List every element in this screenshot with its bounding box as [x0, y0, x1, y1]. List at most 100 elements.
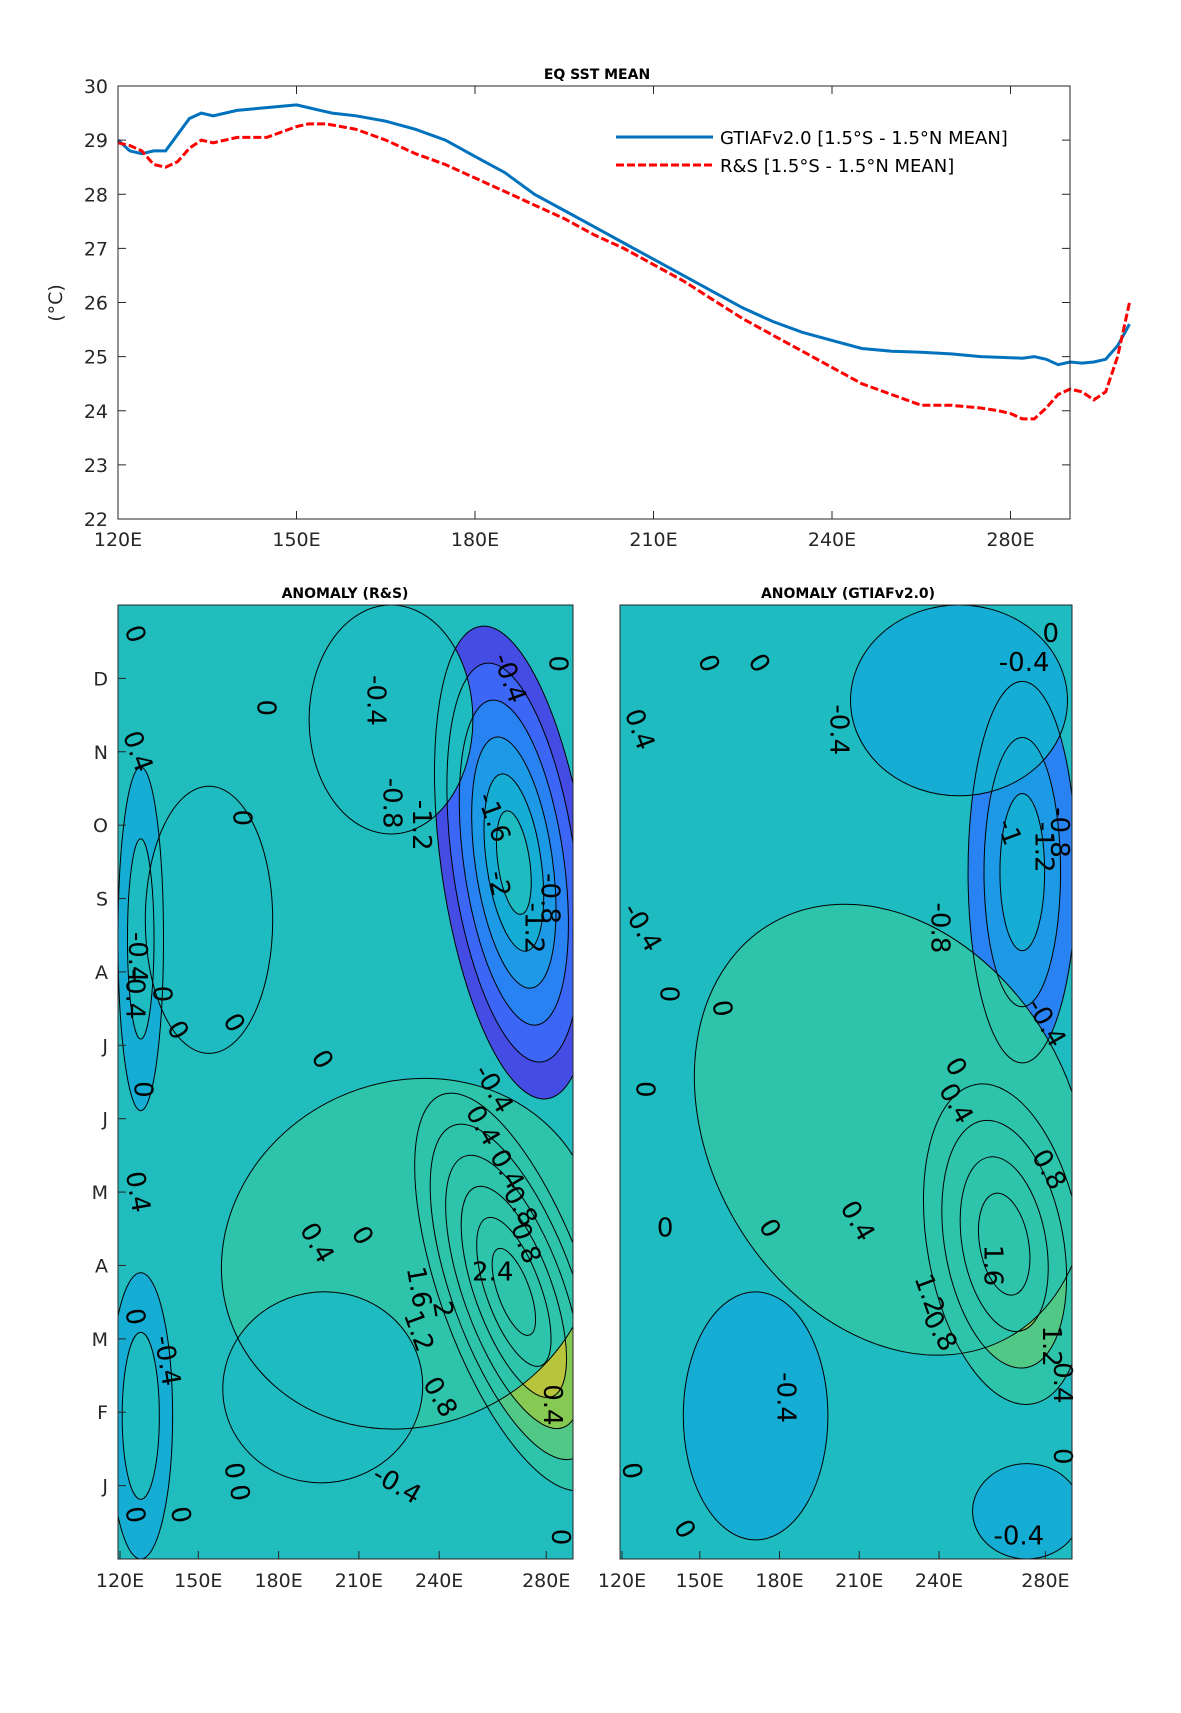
contour-label: 0 [653, 986, 683, 1003]
month-tick-label: M [92, 1329, 108, 1351]
contour-label: 0 [545, 1529, 575, 1546]
contour-label: 0 [251, 699, 281, 716]
month-tick-label: O [93, 815, 108, 837]
x-tick-label: 180E [755, 1570, 803, 1592]
contour-label: -0.4 [122, 932, 152, 983]
legend: GTIAFv2.0 [1.5°S - 1.5°N MEAN] R&S [1.5°… [616, 128, 1008, 177]
contour-label: -0.4 [993, 1521, 1044, 1551]
heatmap-level-patch [309, 605, 473, 834]
contour-label: 0 [118, 1306, 150, 1328]
contour-line [220, 1077, 573, 1430]
y-tick-label: 29 [84, 130, 108, 152]
contour-line [476, 1216, 552, 1367]
contour-label: -0.8 [925, 903, 955, 954]
contour-label: -0.8 [377, 778, 407, 829]
month-tick-label: A [95, 962, 108, 984]
contour-line [978, 1192, 1031, 1296]
month-tick-label: S [96, 889, 108, 911]
contour-label: 0 [227, 810, 257, 827]
heatmap-right-x-ticks: 120E 150E 180E 210E 240E 280E [598, 1551, 1070, 1592]
y-tick-label: 30 [84, 76, 108, 98]
x-tick-label: 120E [96, 1570, 144, 1592]
x-tick-label: 280E [1021, 1570, 1069, 1592]
contour-label: 0 [657, 1213, 674, 1243]
contour-line [850, 605, 1068, 797]
contour-line [682, 1291, 829, 1541]
contour-line [144, 785, 274, 1054]
x-tick-label: 150E [272, 529, 320, 551]
x-tick-label: 210E [835, 1570, 883, 1592]
contour-label: 0.4 [537, 1384, 567, 1425]
heatmap-level-patch [999, 793, 1045, 951]
line-y-axis-label: (°C) [45, 284, 67, 322]
heatmap-left-contours [118, 605, 573, 1559]
line-series-group [116, 103, 1131, 421]
contour-label: -1.2 [1028, 822, 1058, 873]
series-line-gtiaf [116, 103, 1131, 367]
contour-line [414, 1092, 573, 1492]
line-chart-title: EQ SST MEAN [544, 67, 650, 83]
month-tick-label: A [95, 1255, 108, 1277]
x-tick-label: 280E [522, 1570, 570, 1592]
y-tick-label: 24 [84, 401, 108, 423]
heatmap-right-contours [682, 605, 1072, 1559]
x-tick-label: 150E [174, 1570, 222, 1592]
contour-label: 1.6 [400, 1264, 437, 1310]
contour-label: -0.4 [824, 704, 854, 755]
y-tick-label: 23 [84, 455, 108, 477]
contour-line [983, 736, 1062, 1008]
contour-line [446, 662, 573, 1063]
contour-label: 2.4 [472, 1257, 513, 1287]
contour-label: 0 [118, 1504, 150, 1526]
heatmap-level-patch [145, 786, 273, 1054]
month-tick-label: J [101, 1109, 108, 1131]
contour-label: 0 [164, 1504, 196, 1526]
heatmap-level-patch [683, 1291, 828, 1540]
x-tick-label: 120E [598, 1570, 646, 1592]
month-tick-label: N [94, 742, 108, 764]
heatmap-right-axes-box [619, 604, 1073, 1560]
contour-line [445, 1154, 573, 1430]
contour-line [121, 1331, 160, 1500]
x-tick-label: 240E [808, 529, 856, 551]
legend-label-gtiaf: GTIAFv2.0 [1.5°S - 1.5°N MEAN] [720, 128, 1008, 149]
contour-label: 0 [1042, 619, 1059, 649]
x-tick-label: 180E [254, 1570, 302, 1592]
heatmap-level-patch [496, 810, 532, 915]
contour-line [458, 699, 569, 1026]
contour-line [222, 1291, 424, 1484]
x-tick-label: 210E [335, 1570, 383, 1592]
contour-label: -0.4 [120, 969, 150, 1020]
x-tick-label: 280E [986, 529, 1034, 551]
y-tick-label: 22 [84, 509, 108, 531]
month-tick-label: M [92, 1182, 108, 1204]
contour-label: 0 [705, 998, 737, 1020]
contour-label: -2 [482, 868, 516, 899]
contour-label: 0 [217, 1460, 249, 1482]
contour-label: 0 [629, 1081, 659, 1098]
y-tick-label: 25 [84, 347, 108, 369]
contour-line [460, 1185, 568, 1398]
month-tick-label: D [93, 668, 108, 690]
contour-label: -0.4 [360, 675, 390, 726]
contour-label: 0 [223, 1482, 255, 1504]
contour-label: -1.2 [406, 800, 436, 851]
contour-label: 0 [542, 655, 572, 672]
heatmap-level-patch [122, 1332, 160, 1500]
x-tick-label: 240E [915, 1570, 963, 1592]
y-tick-label: 28 [84, 184, 108, 206]
x-tick-label: 180E [451, 529, 499, 551]
legend-label-rs: R&S [1.5°S - 1.5°N MEAN] [720, 156, 954, 177]
line-x-ticks: 120E 150E 180E 210E 240E 280E [94, 86, 1035, 551]
month-tick-label: J [101, 1476, 108, 1498]
x-tick-label: 120E [94, 529, 142, 551]
month-tick-label: F [97, 1402, 108, 1424]
contour-line [471, 736, 557, 989]
contour-line [491, 1247, 537, 1336]
contour-line [483, 773, 545, 952]
x-tick-label: 150E [676, 1570, 724, 1592]
heatmap-anomaly-rs: ANOMALY (R&S) 00.4-0.4-0.40000.40-0.4000… [92, 586, 576, 1592]
contour-line [922, 1083, 1072, 1405]
contour-label: 1.6 [978, 1245, 1008, 1286]
contour-line [429, 1123, 573, 1461]
